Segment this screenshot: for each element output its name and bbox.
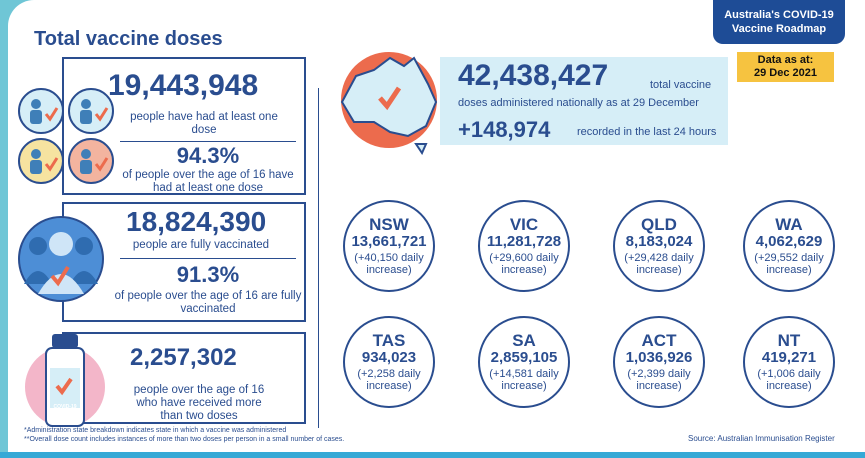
state-daily: (+29,600 daily increase) <box>489 252 559 276</box>
state-code: NT <box>777 331 801 350</box>
footnote-1: *Administration state breakdown indicate… <box>24 427 287 434</box>
four-people-icon <box>16 86 116 191</box>
source-note: Source: Australian Immunisation Register <box>688 434 835 443</box>
state-qld: QLD 8,183,024 (+29,428 daily increase) <box>613 200 705 292</box>
state-act: ACT 1,036,926 (+2,399 daily increase) <box>613 316 705 408</box>
state-code: TAS <box>372 331 406 350</box>
state-total: 11,281,728 <box>486 233 562 250</box>
data-as-at-label: Data as at: <box>757 54 814 66</box>
fully-pct: 91.3% <box>176 262 240 287</box>
state-wa: WA 4,062,629 (+29,552 daily increase) <box>743 200 835 292</box>
footnote-2: **Overall dose count includes instances … <box>24 436 345 443</box>
fully-pct-label: of people over the age of 16 are fully v… <box>114 290 302 315</box>
vaccine-vial-icon <box>20 332 110 437</box>
state-code: WA <box>775 215 803 234</box>
state-sa: SA 2,859,105 (+14,581 daily increase) <box>478 316 570 408</box>
more-than-two-count: 2,257,302 <box>130 344 237 371</box>
state-daily: (+40,150 daily increase) <box>354 252 424 276</box>
first-dose-divider <box>120 141 296 142</box>
state-vic: VIC 11,281,728 (+29,600 daily increase) <box>478 200 570 292</box>
state-code: SA <box>512 331 536 350</box>
state-total: 8,183,024 <box>625 233 693 250</box>
state-daily: (+14,581 daily increase) <box>489 368 559 392</box>
state-nsw: NSW 13,661,721 (+40,150 daily increase) <box>343 200 435 292</box>
last-24h-label: recorded in the last 24 hours <box>577 126 717 138</box>
data-date-badge: Data as at: 29 Dec 2021 <box>737 52 834 82</box>
vial-text: COVID-19 VACCINE <box>53 404 77 415</box>
first-dose-pct-label: of people over the age of 16 have had at… <box>122 169 294 194</box>
state-total: 1,036,926 <box>625 349 693 366</box>
fully-divider <box>120 258 296 259</box>
section-divider <box>318 88 319 428</box>
fully-label: people are fully vaccinated <box>132 239 270 251</box>
state-total: 13,661,721 <box>351 233 427 250</box>
state-daily: (+2,258 daily increase) <box>357 368 421 392</box>
state-daily: (+2,399 daily increase) <box>627 368 691 392</box>
first-dose-box: 19,443,948 people have had at least one … <box>62 57 306 195</box>
state-total: 4,062,629 <box>755 233 823 250</box>
state-code: ACT <box>641 331 677 350</box>
bottom-strip <box>0 452 865 458</box>
state-nt: NT 419,271 (+1,006 daily increase) <box>743 316 835 408</box>
national-total-line2: doses administered nationally as at 29 D… <box>458 97 699 109</box>
state-tas: TAS 934,023 (+2,258 daily increase) <box>343 316 435 408</box>
more-than-two-label: people over the age of 16 who have recei… <box>133 384 265 422</box>
roadmap-line2: Vaccine Roadmap <box>731 23 827 35</box>
group-people-icon <box>16 214 106 309</box>
state-total: 419,271 <box>761 349 817 366</box>
page-title: Total vaccine doses <box>34 28 223 50</box>
state-total: 934,023 <box>361 349 417 366</box>
state-daily: (+29,428 daily increase) <box>624 252 694 276</box>
first-dose-label: people have had at least one dose <box>130 111 278 136</box>
fully-count: 18,824,390 <box>126 206 267 237</box>
national-total: 42,438,427 <box>458 59 609 92</box>
state-code: VIC <box>509 215 539 234</box>
national-total-panel: 42,438,427 total vaccine doses administe… <box>440 57 728 145</box>
national-total-suffix: total vaccine <box>650 79 712 91</box>
roadmap-line1: Australia's COVID-19 <box>724 9 834 21</box>
data-as-at-date: 29 Dec 2021 <box>754 67 817 79</box>
last-24h-count: +148,974 <box>458 117 551 142</box>
state-total: 2,859,105 <box>490 349 558 366</box>
first-dose-count: 19,443,948 <box>108 69 259 102</box>
state-daily: (+29,552 daily increase) <box>754 252 824 276</box>
state-code: NSW <box>369 215 409 234</box>
state-daily: (+1,006 daily increase) <box>757 368 821 392</box>
first-dose-pct: 94.3% <box>176 143 240 168</box>
state-code: QLD <box>641 215 677 234</box>
roadmap-badge: Australia's COVID-19 Vaccine Roadmap <box>713 0 845 44</box>
australia-map-icon <box>334 50 444 160</box>
